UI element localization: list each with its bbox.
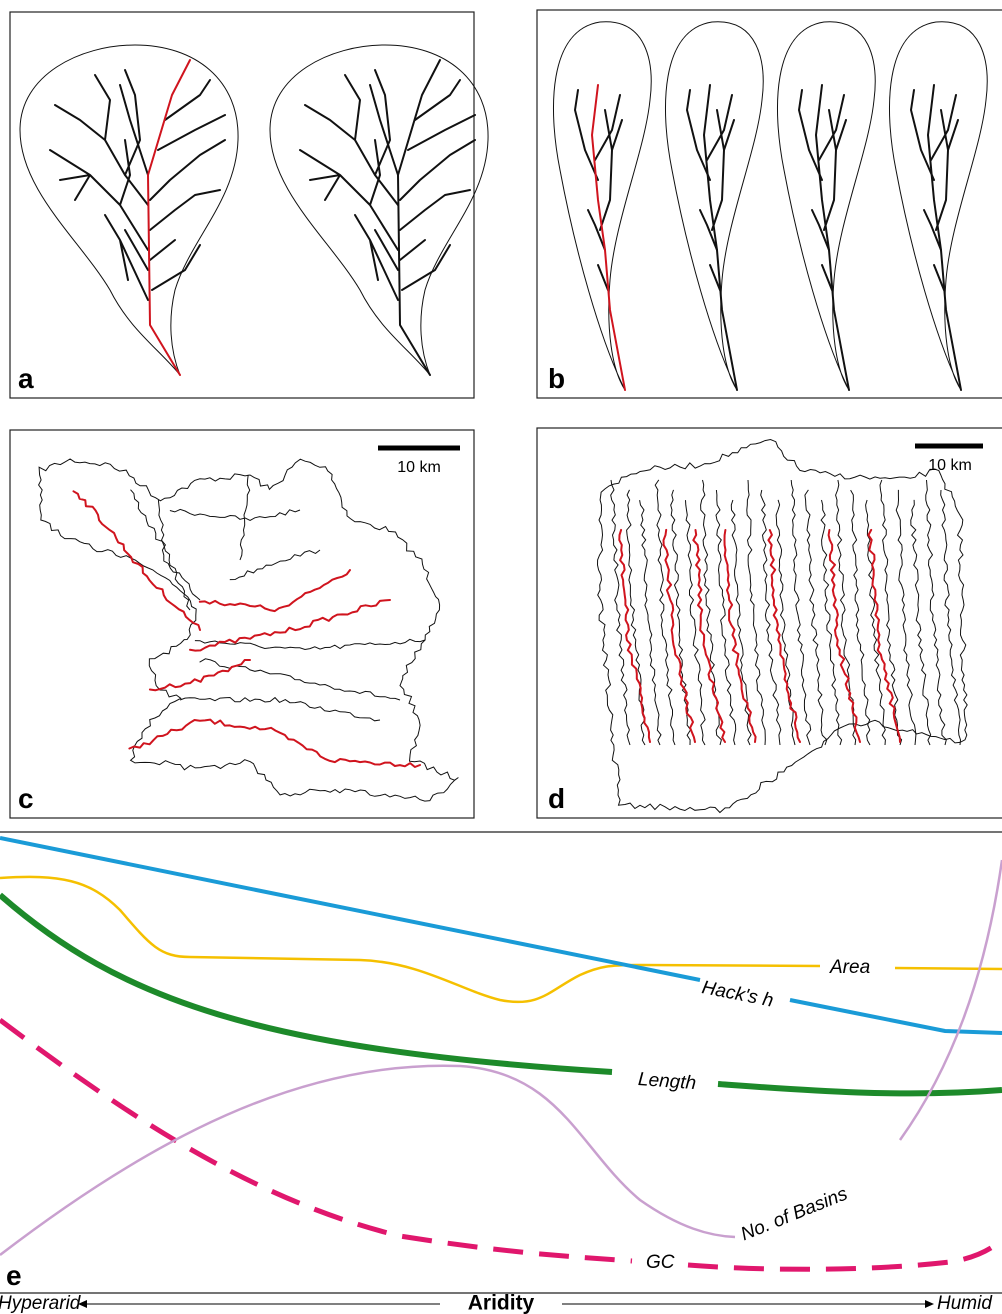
basin-divide — [130, 489, 191, 611]
stream — [198, 569, 351, 613]
axis-left: Hyperarid — [0, 1293, 82, 1314]
main-stem — [397, 59, 441, 376]
length-curve — [717, 1081, 1002, 1097]
basin-copies — [664, 20, 989, 391]
basin-divide — [910, 499, 932, 746]
basin-divide — [654, 479, 676, 746]
stream — [723, 529, 757, 743]
panel-label: b — [548, 363, 565, 394]
stream — [692, 529, 726, 743]
stream — [827, 529, 861, 743]
basins-curve — [0, 1064, 736, 1256]
basin-divide — [895, 489, 917, 746]
basin-outline — [38, 458, 459, 802]
curve-label: GC — [646, 1252, 675, 1273]
basin-outline — [596, 438, 968, 814]
basin-divide — [746, 479, 766, 746]
basin-divide — [865, 499, 886, 746]
basin-divide — [229, 549, 321, 581]
curve-label: Length — [637, 1069, 696, 1094]
basin-divide — [925, 479, 947, 746]
panel-label: e — [6, 1260, 22, 1291]
basin-divide — [940, 489, 962, 746]
arrow-head — [925, 1300, 934, 1308]
length-curve — [0, 892, 613, 1075]
basin-map — [38, 458, 459, 802]
panel-label: d — [548, 783, 565, 814]
basin-tree — [552, 20, 653, 391]
hack-curve — [0, 836, 701, 982]
stream — [867, 528, 901, 743]
stream — [767, 529, 801, 743]
basin-divide — [179, 696, 381, 722]
stream — [128, 718, 421, 768]
area-curve — [894, 966, 1002, 971]
panel-frame — [536, 427, 1002, 819]
gc-curve — [0, 1017, 633, 1264]
basin-divide — [760, 489, 782, 746]
panel-frame — [9, 11, 475, 399]
gc-curve — [687, 1238, 1002, 1272]
basin-divide — [639, 500, 662, 746]
panel-label: a — [18, 363, 34, 394]
axis-right: Humid — [937, 1293, 993, 1314]
basin-divide — [239, 474, 251, 561]
basin-divide — [790, 479, 812, 746]
scale-label: 10 km — [928, 457, 972, 474]
stream — [148, 659, 251, 692]
basin-tree — [269, 44, 490, 376]
curve-label: Area — [829, 957, 870, 978]
basin-tree — [19, 44, 240, 376]
basin-divide — [715, 489, 737, 746]
curve-label: Hack's h — [700, 977, 775, 1011]
stream — [662, 528, 696, 743]
area-curve — [0, 875, 821, 1004]
panel-label: c — [18, 783, 34, 814]
scale-label: 10 km — [397, 459, 441, 476]
basin-divide — [194, 638, 426, 651]
panel-frame — [536, 9, 1002, 399]
stream — [72, 490, 201, 631]
main-stem — [591, 84, 626, 391]
basin-divide — [700, 479, 722, 746]
basin-divide — [685, 500, 706, 746]
basin-divide — [199, 658, 401, 701]
panel-frame — [9, 429, 475, 819]
basin-divide — [879, 479, 903, 746]
axis-title: Aridity — [468, 1292, 535, 1314]
basin-divide — [169, 508, 301, 521]
hack-curve — [789, 998, 1002, 1035]
stream — [189, 599, 391, 652]
basin-divide — [820, 499, 843, 746]
basin-map — [596, 438, 968, 814]
basin-divide — [157, 500, 201, 601]
basin-divide — [835, 479, 857, 746]
stream — [618, 528, 651, 743]
basins-curve — [898, 859, 1002, 1141]
curve-label: No. of Basins — [738, 1183, 851, 1245]
main-stem — [147, 59, 191, 376]
basin-divide — [804, 489, 828, 746]
basin-divide — [610, 479, 631, 746]
basin-divide — [670, 489, 692, 746]
basin-divide — [775, 499, 796, 746]
basin-divide — [850, 489, 871, 746]
arrow-head — [78, 1300, 87, 1308]
